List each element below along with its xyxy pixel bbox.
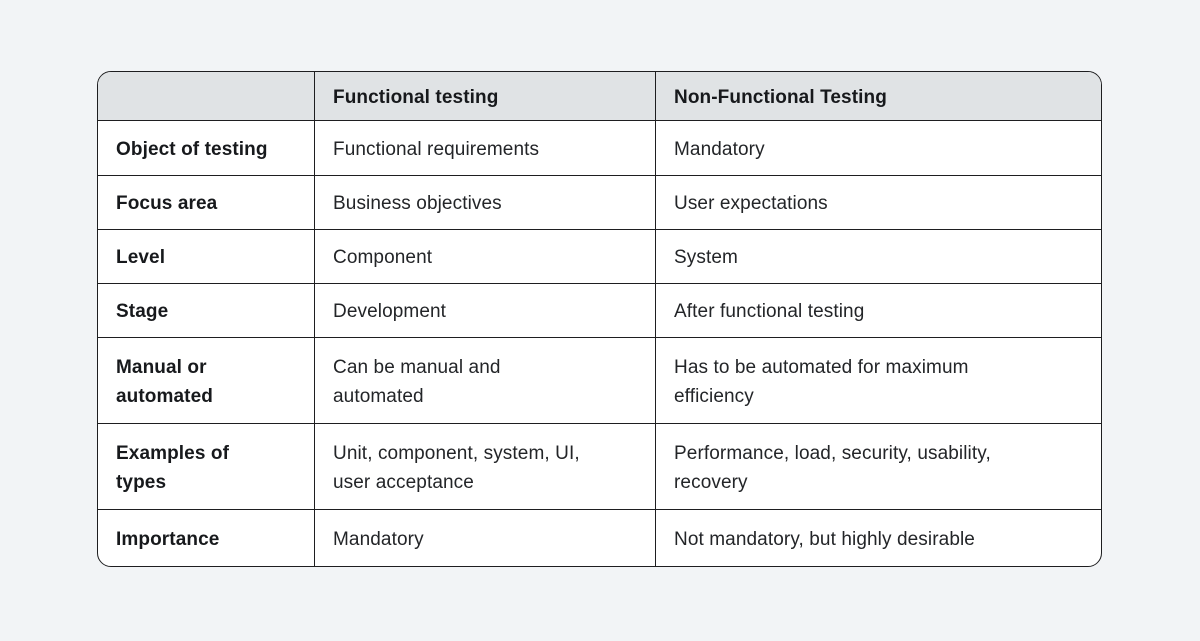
header-non-functional-testing: Non-Functional Testing <box>656 72 1101 121</box>
non-functional-cell: Performance, load, security, usability, … <box>656 424 1101 510</box>
functional-cell: Business objectives <box>315 176 656 230</box>
header-functional-testing: Functional testing <box>315 72 656 121</box>
header-empty-cell <box>98 72 315 121</box>
non-functional-cell: Not mandatory, but highly desirable <box>674 528 975 550</box>
row-label-focus-area: Focus area <box>98 176 315 230</box>
functional-cell: Unit, component, system, UI, user accept… <box>315 424 656 510</box>
functional-cell: Functional requirements <box>315 121 656 176</box>
row-label-examples-of-types: Examples of types <box>98 424 315 510</box>
row-label-manual-or-automated: Manual or automated <box>98 338 315 424</box>
non-functional-cell: Mandatory <box>656 121 1101 176</box>
row-label-level: Level <box>98 230 315 284</box>
row-label-stage: Stage <box>98 284 315 338</box>
functional-cell: Component <box>315 230 656 284</box>
non-functional-cell: Has to be automated for maximum efficien… <box>656 338 1101 424</box>
functional-cell: Development <box>315 284 656 338</box>
non-functional-cell: User expectations <box>656 176 1101 230</box>
comparison-table: Functional testing Non-Functional Testin… <box>97 71 1102 567</box>
non-functional-cell: After functional testing <box>656 284 1101 338</box>
row-label-object-of-testing: Object of testing <box>98 121 315 176</box>
non-functional-cell: System <box>656 230 1101 284</box>
row-label-importance: Importance <box>98 510 315 566</box>
functional-cell: Can be manual and automated <box>315 338 656 424</box>
functional-cell: Mandatory <box>315 510 656 566</box>
